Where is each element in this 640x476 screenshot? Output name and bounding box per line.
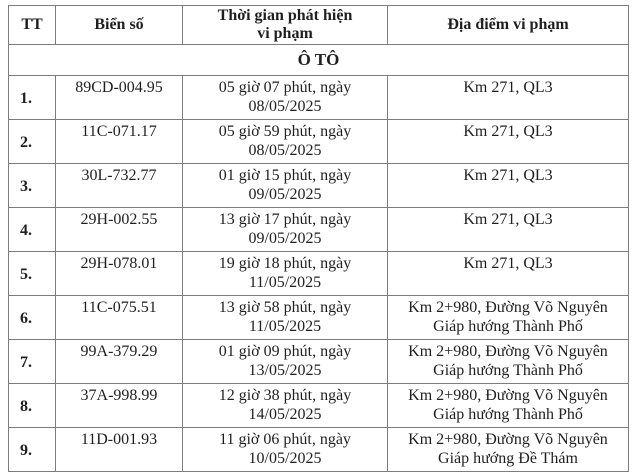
cell-plate: 89CD-004.95: [55, 74, 183, 120]
cell-time: 13 giờ 17 phút, ngày 09/05/2025: [182, 206, 388, 252]
table-row: 5. 29H-078.01 19 giờ 18 phút, ngày 11/05…: [8, 250, 629, 296]
cell-tt: 9.: [8, 426, 56, 472]
cell-location: Km 271, QL3: [387, 162, 629, 208]
cell-tt: 4.: [8, 206, 56, 252]
cell-plate: 37A-998.99: [55, 382, 183, 428]
cell-time: 12 giờ 38 phút, ngày 14/05/2025: [182, 382, 388, 428]
cell-time: 05 giờ 59 phút, ngày 08/05/2025: [182, 118, 388, 164]
table-row: 2. 11C-071.17 05 giờ 59 phút, ngày 08/05…: [8, 118, 629, 164]
cell-location: Km 271, QL3: [387, 206, 629, 252]
cell-plate: 99A-379.29: [55, 338, 183, 384]
table-header-row: TT Biển số Thời gian phát hiện vi phạm Đ…: [8, 5, 629, 45]
cell-tt: 2.: [8, 118, 56, 164]
cell-time: 01 giờ 15 phút, ngày 09/05/2025: [182, 162, 388, 208]
column-header-tt: TT: [8, 5, 56, 45]
table-row: 6. 11C-075.51 13 giờ 58 phút, ngày 11/05…: [8, 294, 629, 340]
cell-tt: 8.: [8, 382, 56, 428]
cell-location: Km 2+980, Đường Võ Nguyên Giáp hướng Đề …: [387, 426, 629, 472]
cell-plate: 11C-071.17: [55, 118, 183, 164]
cell-time: 11 giờ 06 phút, ngày 10/05/2025: [182, 426, 388, 472]
cell-location: Km 2+980, Đường Võ Nguyên Giáp hướng Thà…: [387, 294, 629, 340]
table-row: 3. 30L-732.77 01 giờ 15 phút, ngày 09/05…: [8, 162, 629, 208]
table-row: 9. 11D-001.93 11 giờ 06 phút, ngày 10/05…: [8, 426, 629, 472]
cell-plate: 29H-002.55: [55, 206, 183, 252]
table-row: 4. 29H-002.55 13 giờ 17 phút, ngày 09/05…: [8, 206, 629, 252]
cell-tt: 7.: [8, 338, 56, 384]
cell-time: 19 giờ 18 phút, ngày 11/05/2025: [182, 250, 388, 296]
table-row: 7. 99A-379.29 01 giờ 09 phút, ngày 13/05…: [8, 338, 629, 384]
cell-tt: 6.: [8, 294, 56, 340]
column-header-location: Địa điểm vi phạm: [387, 5, 629, 45]
cell-time: 13 giờ 58 phút, ngày 11/05/2025: [182, 294, 388, 340]
cell-location: Km 271, QL3: [387, 250, 629, 296]
cell-location: Km 2+980, Đường Võ Nguyên Giáp hướng Thà…: [387, 382, 629, 428]
cell-plate: 11C-075.51: [55, 294, 183, 340]
cell-time: 01 giờ 09 phút, ngày 13/05/2025: [182, 338, 388, 384]
cell-location: Km 271, QL3: [387, 74, 629, 120]
column-header-time: Thời gian phát hiện vi phạm: [182, 5, 388, 45]
column-header-plate: Biển số: [55, 5, 183, 45]
table-row: 1. 89CD-004.95 05 giờ 07 phút, ngày 08/0…: [8, 74, 629, 120]
violations-table: TT Biển số Thời gian phát hiện vi phạm Đ…: [8, 5, 629, 472]
cell-plate: 29H-078.01: [55, 250, 183, 296]
cell-plate: 11D-001.93: [55, 426, 183, 472]
cell-tt: 5.: [8, 250, 56, 296]
table-row: 8. 37A-998.99 12 giờ 38 phút, ngày 14/05…: [8, 382, 629, 428]
cell-plate: 30L-732.77: [55, 162, 183, 208]
cell-tt: 3.: [8, 162, 56, 208]
section-header: Ô TÔ: [8, 43, 629, 76]
cell-location: Km 271, QL3: [387, 118, 629, 164]
cell-tt: 1.: [8, 74, 56, 120]
cell-time: 05 giờ 07 phút, ngày 08/05/2025: [182, 74, 388, 120]
section-row-oto: Ô TÔ: [8, 43, 629, 76]
cell-location: Km 2+980, Đường Võ Nguyên Giáp hướng Thà…: [387, 338, 629, 384]
